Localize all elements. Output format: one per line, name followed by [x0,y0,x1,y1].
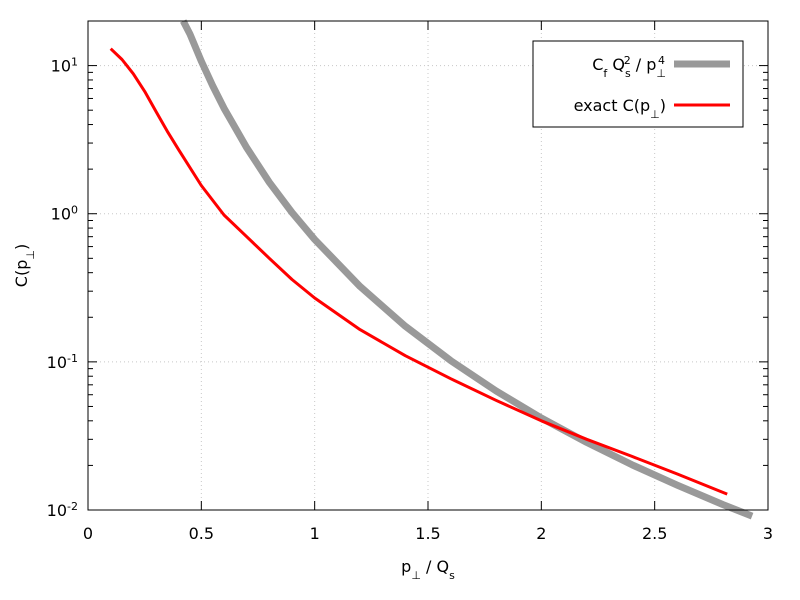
x-tick-label: 1 [310,524,320,543]
x-axis-label-sub-s: s [449,569,455,582]
series-line-exact [109,47,728,496]
series-line-model [180,19,754,520]
x-tick-label: 1.5 [415,524,440,543]
y-axis-label-c: C(p [12,260,31,288]
x-axis-label: p⊥ / Qs [401,557,455,582]
y-axis-label-close: ) [12,244,31,250]
x-tick-label: 2 [536,524,546,543]
legend-label-model: Cf Qs2 / p⊥4 [592,54,666,80]
legend: Cf Qs2 / p⊥4 exact C(p⊥) [532,40,744,128]
grid [88,21,768,510]
legend-box [532,40,744,128]
y-tick-label: 10-1 [47,351,78,372]
y-tick-label: 101 [51,55,78,76]
x-tick-label: 0 [83,524,93,543]
x-axis-label-mid: / Q [421,557,449,576]
x-tick-label: 2.5 [642,524,667,543]
legend-label-exact: exact C(p⊥) [574,96,666,121]
y-axis-label-sub-perp: ⊥ [24,250,37,260]
x-axis-label-sub-perp: ⊥ [411,569,421,582]
y-axis: 10-2 10-1 100 101 [47,20,768,521]
y-tick-label: 100 [51,203,78,224]
x-axis: 0 0.5 1 1.5 2 2.5 3 [83,21,773,543]
x-axis-label-p: p [401,557,411,576]
y-tick-label: 10-2 [47,500,78,521]
x-tick-label: 0.5 [189,524,214,543]
series-layer [109,19,754,520]
x-tick-label: 3 [763,524,773,543]
y-axis-label: C(p⊥) [12,244,37,287]
